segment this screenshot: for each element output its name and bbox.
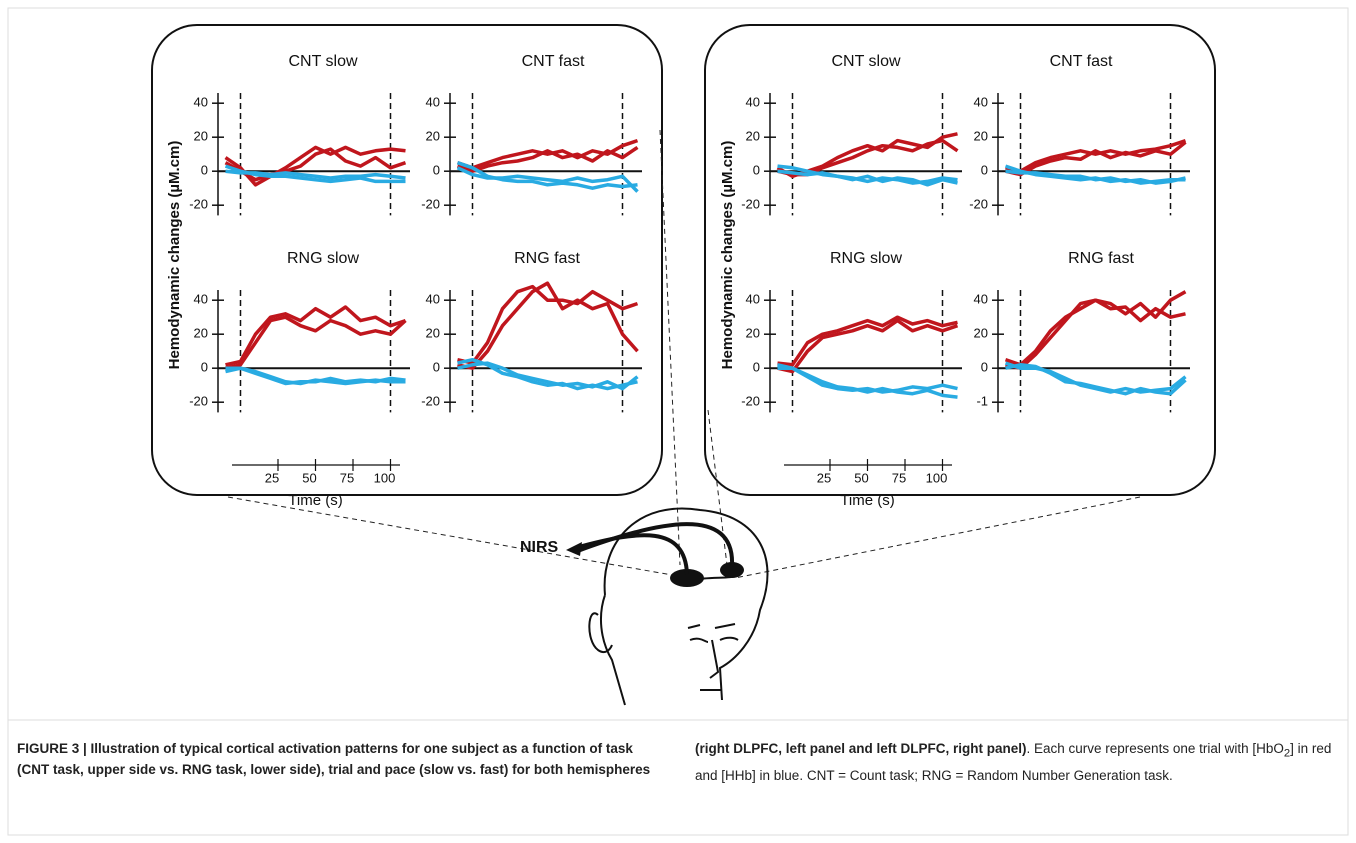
data-line	[777, 169, 958, 187]
y-tick-label: 40	[974, 95, 988, 110]
arrow-head	[566, 542, 582, 556]
y-tick-label: 20	[194, 129, 208, 144]
data-line	[224, 147, 407, 182]
figure-frame	[7, 7, 1349, 836]
projection-lines	[227, 129, 1141, 579]
y-tick-label: 20	[746, 326, 760, 341]
y-tick-label: -20	[421, 197, 440, 212]
nirs-label: NIRS	[520, 539, 559, 556]
y-axis-label: Hemodynamic changes (µM.cm)	[719, 141, 736, 370]
x-tick-label: 50	[854, 470, 868, 485]
sensor	[720, 562, 744, 578]
y-tick-label: 0	[753, 360, 760, 375]
y-tick-label: -20	[969, 197, 988, 212]
y-tick-label: 20	[194, 326, 208, 341]
data-line	[1005, 363, 1187, 396]
data-line	[456, 166, 639, 193]
y-tick-label: 0	[981, 360, 988, 375]
data-line	[777, 164, 958, 185]
y-tick-label: -20	[189, 197, 208, 212]
caption-bold: FIGURE 3 | Illustration of typical corti…	[17, 741, 1027, 777]
y-tick-label: 40	[974, 292, 988, 307]
y-tick-label: 20	[426, 129, 440, 144]
y-tick-label: -20	[189, 394, 208, 409]
x-tick-label: 100	[374, 470, 396, 485]
y-tick-label: 40	[746, 95, 760, 110]
y-tick-label: 0	[433, 360, 440, 375]
data-line	[777, 315, 958, 367]
data-line	[456, 138, 639, 170]
x-tick-label: 75	[340, 470, 354, 485]
y-tick-label: 20	[426, 326, 440, 341]
cables	[574, 522, 735, 575]
x-tick-label: 50	[302, 470, 316, 485]
y-tick-label: 40	[426, 95, 440, 110]
y-tick-label: 0	[201, 360, 208, 375]
data-line	[457, 284, 639, 365]
data-line	[225, 366, 406, 386]
data-line	[1005, 298, 1186, 370]
y-tick-label: 40	[194, 95, 208, 110]
chart-title: RNG slow	[287, 250, 359, 267]
x-tick-label: 75	[892, 470, 906, 485]
chart-title: CNT slow	[288, 53, 357, 70]
chart-title: RNG slow	[830, 250, 902, 267]
data-line	[1004, 290, 1187, 367]
caption: FIGURE 3 | Illustration of typical corti…	[17, 738, 1340, 786]
y-tick-label: 20	[974, 326, 988, 341]
x-axis-label: Time (s)	[840, 492, 894, 509]
data-line	[225, 305, 407, 367]
y-axis-label: Hemodynamic changes (µM.cm)	[166, 141, 183, 370]
y-tick-label: 20	[746, 129, 760, 144]
data-line	[456, 145, 639, 173]
chart-title: CNT slow	[831, 53, 900, 70]
data-line	[225, 169, 406, 180]
data-line	[777, 366, 958, 399]
data-line	[1005, 140, 1187, 177]
y-tick-label: 0	[433, 163, 440, 178]
caption-subscript: 2	[1283, 747, 1291, 760]
sensor	[670, 569, 704, 587]
y-tick-label: 0	[981, 163, 988, 178]
y-tick-label: 20	[974, 129, 988, 144]
chart-title: CNT fast	[1050, 53, 1113, 70]
y-tick-label: 0	[201, 163, 208, 178]
chart-title: CNT fast	[522, 53, 585, 70]
y-tick-label: -20	[421, 394, 440, 409]
x-tick-label: 25	[265, 470, 279, 485]
data-line	[224, 145, 406, 187]
y-tick-label: 40	[746, 292, 760, 307]
x-tick-label: 25	[817, 470, 831, 485]
panel-frame	[704, 24, 1216, 496]
chart-title: RNG fast	[1068, 250, 1134, 267]
y-tick-label: -1	[976, 394, 988, 409]
y-tick-label: 0	[753, 163, 760, 178]
data-line	[457, 361, 639, 391]
data-line	[1005, 169, 1186, 185]
data-line	[457, 281, 639, 370]
chart-title: RNG fast	[514, 250, 580, 267]
data-line	[777, 318, 959, 374]
y-tick-label: -20	[741, 197, 760, 212]
caption-text: ] in red and [HHb] in blue. CNT = Count …	[695, 741, 1332, 783]
x-tick-label: 100	[926, 470, 948, 485]
y-tick-label: 40	[194, 292, 208, 307]
panel-frame	[151, 24, 663, 496]
y-tick-label: 40	[426, 292, 440, 307]
x-axis-label: Time (s)	[288, 492, 342, 509]
data-line	[225, 315, 407, 370]
caption-text: . Each curve represents one trial with […	[1026, 741, 1284, 756]
y-tick-label: -20	[741, 394, 760, 409]
